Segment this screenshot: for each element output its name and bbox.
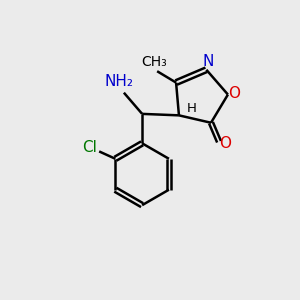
Text: O: O <box>228 86 240 101</box>
Text: NH₂: NH₂ <box>104 74 133 89</box>
Text: Cl: Cl <box>82 140 97 155</box>
Text: N: N <box>202 54 214 69</box>
Text: O: O <box>220 136 232 151</box>
Text: CH₃: CH₃ <box>141 56 167 69</box>
Text: H: H <box>186 102 196 116</box>
